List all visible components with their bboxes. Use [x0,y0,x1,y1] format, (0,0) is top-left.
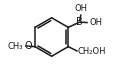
Text: OH: OH [90,18,103,27]
Text: CH₂OH: CH₂OH [77,47,106,56]
Text: B: B [76,17,83,27]
Text: OH: OH [75,4,88,13]
Text: CH₃: CH₃ [8,42,23,51]
Text: O: O [25,41,32,51]
